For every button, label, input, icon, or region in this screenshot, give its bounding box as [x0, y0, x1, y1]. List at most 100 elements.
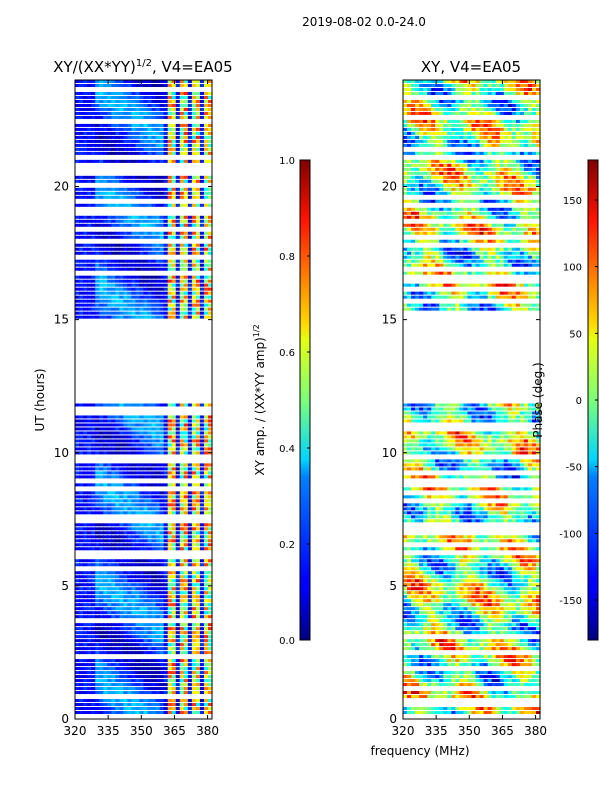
heatmap-cell: [471, 175, 477, 179]
heatmap-cell: [523, 231, 529, 235]
heatmap-cell: [79, 447, 84, 451]
heatmap-cell: [163, 667, 169, 671]
heatmap-cell: [163, 607, 169, 611]
heatmap-cell: [87, 131, 92, 135]
heatmap-cell: [183, 251, 189, 255]
heatmap-cell: [91, 159, 96, 163]
heatmap-cell: [123, 415, 128, 419]
heatmap-cell: [187, 523, 193, 527]
heatmap-cell: [123, 687, 128, 691]
heatmap-cell: [75, 547, 80, 551]
heatmap-cell: [203, 615, 209, 619]
heatmap-cell: [191, 575, 197, 579]
heatmap-cell: [147, 179, 153, 183]
heatmap-cell: [79, 275, 84, 279]
heatmap-cell: [91, 623, 96, 627]
heatmap-cell: [163, 447, 169, 451]
heatmap-cell: [191, 559, 197, 563]
heatmap-cell: [423, 199, 428, 203]
heatmap-cell: [147, 267, 153, 271]
heatmap-cell: [119, 595, 124, 599]
heatmap-cell: [207, 663, 213, 667]
heatmap-cell: [435, 211, 440, 215]
heatmap-cell: [151, 611, 157, 615]
heatmap-cell: [195, 251, 201, 255]
heatmap-cell: [487, 119, 493, 123]
heatmap-cell: [175, 583, 181, 587]
heatmap-cell: [87, 571, 92, 575]
heatmap-cell: [523, 239, 529, 243]
heatmap-cell: [147, 623, 153, 627]
heatmap-cell: [203, 635, 209, 639]
heatmap-cell: [411, 183, 416, 187]
heatmap-cell: [99, 80, 104, 83]
heatmap-cell: [87, 483, 92, 487]
heatmap-cell: [119, 147, 124, 151]
heatmap-cell: [511, 179, 517, 183]
heatmap-cell: [155, 623, 161, 627]
heatmap-cell: [175, 543, 181, 547]
heatmap-cell: [147, 235, 153, 239]
heatmap-cell: [99, 707, 104, 711]
heatmap-cell: [155, 219, 161, 223]
heatmap-cell: [83, 135, 88, 139]
heatmap-cell: [203, 463, 209, 467]
heatmap-cell: [79, 115, 84, 119]
heatmap-cell: [147, 419, 153, 423]
heatmap-cell: [91, 283, 96, 287]
heatmap-cell: [179, 475, 185, 479]
heatmap-cell: [451, 135, 456, 139]
heatmap-cell: [175, 571, 181, 575]
heatmap-cell: [103, 643, 108, 647]
heatmap-cell: [127, 80, 133, 83]
heatmap-cell: [119, 443, 124, 447]
heatmap-cell: [111, 683, 116, 687]
heatmap-cell: [131, 543, 137, 547]
heatmap-cell: [79, 527, 84, 531]
heatmap-cell: [159, 559, 165, 563]
heatmap-cell: [131, 203, 137, 207]
heatmap-cell: [131, 667, 137, 671]
heatmap-cell: [123, 499, 128, 503]
heatmap-cell: [147, 571, 153, 575]
heatmap-cell: [79, 435, 84, 439]
heatmap-cell: [171, 219, 177, 223]
heatmap-cell: [455, 151, 461, 155]
heatmap-cell: [407, 251, 412, 255]
heatmap-cell: [415, 87, 420, 91]
heatmap-cell: [75, 231, 80, 235]
heatmap-cell: [151, 283, 157, 287]
heatmap-cell: [107, 99, 112, 103]
heatmap-cell: [83, 403, 88, 407]
heatmap-cell: [187, 587, 193, 591]
heatmap-cell: [407, 139, 412, 143]
heatmap-cell: [123, 131, 128, 135]
heatmap-cell: [99, 215, 104, 219]
heatmap-cell: [495, 123, 501, 127]
heatmap-cell: [187, 439, 193, 443]
heatmap-cell: [515, 107, 521, 111]
heatmap-cell: [91, 687, 96, 691]
heatmap-cell: [151, 415, 157, 419]
heatmap-cell: [463, 119, 469, 123]
heatmap-cell: [151, 427, 157, 431]
heatmap-cell: [111, 279, 116, 283]
heatmap-cell: [179, 247, 185, 251]
heatmap-cell: [75, 443, 80, 447]
heatmap-cell: [159, 403, 165, 407]
heatmap-cell: [131, 499, 137, 503]
heatmap-cell: [199, 107, 205, 111]
heatmap-cell: [443, 247, 448, 251]
heatmap-cell: [195, 591, 201, 595]
heatmap-cell: [159, 631, 165, 635]
heatmap-cell: [195, 471, 201, 475]
heatmap-cell: [459, 223, 465, 227]
heatmap-cell: [147, 123, 153, 127]
heatmap-cell: [103, 127, 108, 131]
heatmap-cell: [423, 163, 428, 167]
heatmap-cell: [119, 699, 124, 703]
heatmap-cell: [75, 635, 80, 639]
heatmap-cell: [151, 451, 157, 455]
heatmap-cell: [179, 175, 185, 179]
heatmap-cell: [123, 311, 128, 315]
